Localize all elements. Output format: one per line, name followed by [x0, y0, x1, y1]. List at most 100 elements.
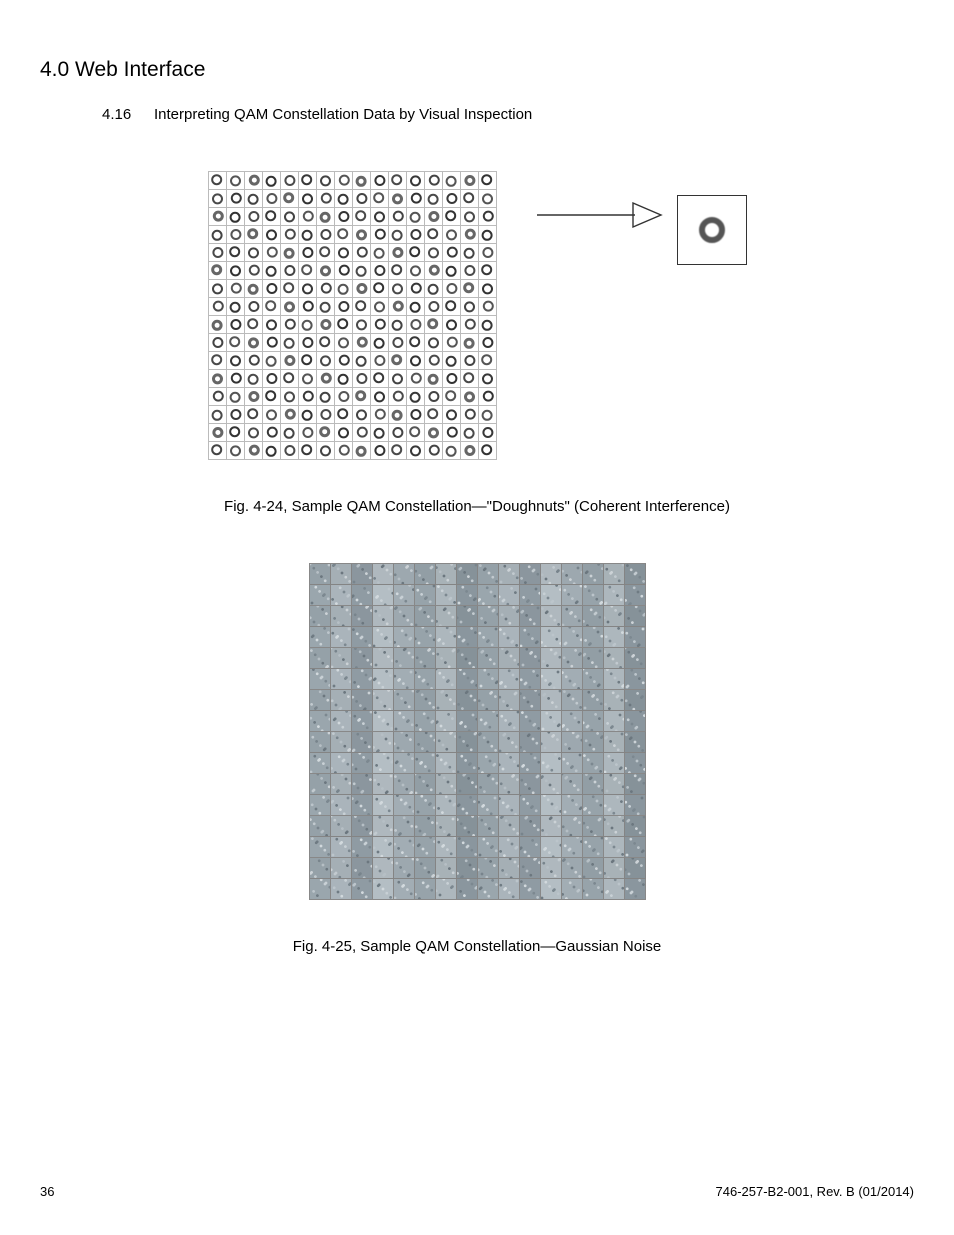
noise-cell — [583, 774, 604, 795]
donut-icon — [428, 355, 439, 366]
noise-cell — [562, 648, 583, 669]
noise-cell — [499, 753, 520, 774]
constellation-cell — [281, 370, 299, 388]
donut-icon — [229, 426, 240, 437]
donut-icon — [230, 193, 241, 204]
donut-icon — [247, 374, 258, 385]
noise-cell — [373, 648, 394, 669]
constellation-cell — [389, 298, 407, 316]
noise-cell — [562, 690, 583, 711]
donut-icon — [446, 283, 457, 294]
donut-icon — [230, 265, 241, 276]
noise-cell — [604, 837, 625, 858]
donut-icon — [248, 427, 259, 438]
donut-icon — [230, 373, 241, 384]
constellation-cell — [389, 406, 407, 424]
donut-icon — [211, 264, 222, 275]
donut-icon — [284, 175, 295, 186]
constellation-cell — [443, 226, 461, 244]
noise-cell — [394, 753, 415, 774]
noise-cell — [478, 669, 499, 690]
donut-icon — [481, 174, 492, 185]
noise-cell — [310, 774, 331, 795]
constellation-cell — [245, 208, 263, 226]
noise-cell — [478, 774, 499, 795]
noise-cell — [352, 732, 373, 753]
noise-cell — [562, 795, 583, 816]
noise-cell — [436, 774, 457, 795]
donut-icon — [445, 446, 456, 457]
noise-cell — [331, 753, 352, 774]
donut-icon — [464, 211, 475, 222]
constellation-cell — [425, 388, 443, 406]
donut-icon — [391, 320, 402, 331]
constellation-cell — [425, 262, 443, 280]
constellation-cell — [443, 172, 461, 190]
donut-icon — [229, 212, 240, 223]
constellation-cell — [389, 442, 407, 460]
donut-icon — [302, 391, 313, 402]
noise-cell — [310, 627, 331, 648]
constellation-cell — [461, 262, 479, 280]
donut-icon — [302, 337, 313, 348]
constellation-cell — [299, 298, 317, 316]
constellation-cell — [335, 226, 353, 244]
constellation-cell — [263, 262, 281, 280]
noise-cell — [478, 711, 499, 732]
noise-cell — [415, 795, 436, 816]
noise-cell — [331, 795, 352, 816]
donut-icon — [446, 247, 457, 258]
donut-icon — [410, 175, 421, 186]
donut-icon — [410, 409, 421, 420]
constellation-cell — [461, 190, 479, 208]
donut-icon — [410, 445, 421, 456]
noise-cell — [499, 858, 520, 879]
noise-cell — [457, 669, 478, 690]
donut-icon — [392, 427, 403, 438]
noise-cell — [604, 627, 625, 648]
donut-icon — [481, 320, 492, 331]
noise-cell — [583, 816, 604, 837]
noise-cell — [520, 627, 541, 648]
donut-icon — [463, 428, 474, 439]
donut-icon — [248, 211, 259, 222]
donut-icon — [320, 175, 331, 186]
donut-icon — [482, 301, 493, 312]
donut-icon — [482, 193, 493, 204]
arrow-icon — [533, 195, 663, 235]
constellation-cell — [353, 388, 371, 406]
noise-cell — [604, 648, 625, 669]
constellation-cell — [227, 190, 245, 208]
constellation-cell — [389, 280, 407, 298]
noise-cell — [352, 795, 373, 816]
donut-icon — [428, 337, 439, 348]
noise-cell — [499, 648, 520, 669]
constellation-cell — [389, 424, 407, 442]
constellation-cell — [245, 406, 263, 424]
noise-cell — [478, 564, 499, 585]
donut-icon — [446, 373, 457, 384]
donut-icon — [265, 176, 276, 187]
noise-cell — [373, 711, 394, 732]
noise-cell — [625, 774, 646, 795]
constellation-cell — [479, 280, 497, 298]
constellation-cell — [299, 262, 317, 280]
constellation-cell — [245, 424, 263, 442]
constellation-cell — [335, 406, 353, 424]
constellation-cell — [461, 208, 479, 226]
noise-cell — [436, 711, 457, 732]
constellation-cell — [371, 406, 389, 424]
noise-cell — [352, 690, 373, 711]
constellation-cell — [461, 226, 479, 244]
donut-icon — [302, 283, 313, 294]
noise-cell — [583, 753, 604, 774]
noise-cell — [415, 774, 436, 795]
constellation-cell — [317, 244, 335, 262]
noise-cell — [520, 711, 541, 732]
noise-cell — [562, 669, 583, 690]
constellation-cell — [353, 334, 371, 352]
constellation-cell — [227, 244, 245, 262]
noise-cell — [415, 732, 436, 753]
constellation-cell — [461, 352, 479, 370]
donut-icon — [464, 229, 475, 240]
